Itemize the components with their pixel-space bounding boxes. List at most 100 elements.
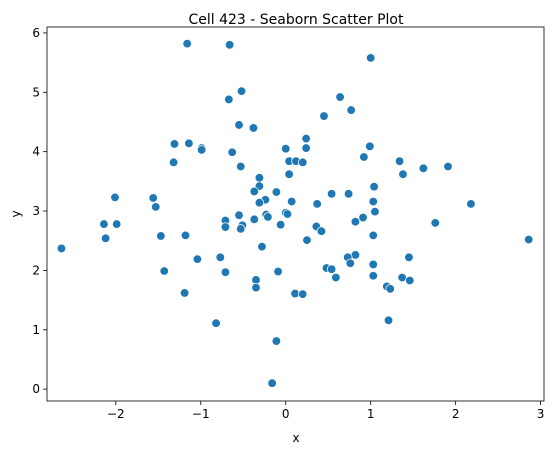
scatter-point <box>224 40 235 50</box>
scatter-point <box>394 156 405 166</box>
scatter-point <box>345 258 355 268</box>
scatter-point <box>236 224 246 234</box>
scatter-point <box>148 193 158 203</box>
scatter-point <box>251 282 261 293</box>
y-tick-label: 5 <box>32 85 40 99</box>
scatter-point <box>524 234 534 245</box>
scatter-point <box>180 230 191 241</box>
scatter-point <box>366 53 376 63</box>
scatter-point <box>196 145 207 155</box>
scatter-point <box>301 133 311 144</box>
scatter-point <box>271 336 282 346</box>
scatter-point <box>263 212 273 222</box>
scatter-point <box>192 254 203 264</box>
scatter-point <box>220 222 231 232</box>
scatter-point <box>151 202 161 212</box>
scatter-point <box>405 275 415 286</box>
x-tick-label: 2 <box>452 407 460 421</box>
scatter-point <box>168 157 179 168</box>
scatter-point <box>99 219 109 229</box>
y-axis-label: y <box>9 210 23 217</box>
scatter-point <box>368 196 378 207</box>
scatter-point <box>335 92 345 102</box>
y-tick-label: 0 <box>32 382 40 396</box>
scatter-point <box>343 189 354 199</box>
scatter-point <box>234 120 244 130</box>
scatter-point <box>254 173 265 183</box>
scatter-point <box>282 209 293 219</box>
x-tick-label: 3 <box>537 407 545 421</box>
scatter-point <box>358 212 368 223</box>
scatter-point <box>319 111 329 121</box>
scatter-point <box>365 141 375 151</box>
scatter-point <box>350 217 361 227</box>
scatter-point <box>368 271 378 281</box>
scatter-point <box>156 231 166 241</box>
scatter-point <box>316 226 327 236</box>
scatter-point <box>369 182 379 192</box>
y-tick-label: 6 <box>32 26 40 40</box>
scatter-point <box>56 243 67 254</box>
scatter-point <box>385 284 395 294</box>
scatter-point <box>211 318 221 328</box>
scatter-point <box>443 161 453 172</box>
scatter-point <box>368 259 378 270</box>
y-tick-label: 4 <box>32 145 40 159</box>
scatter-point <box>227 147 237 157</box>
scatter-point <box>301 143 311 153</box>
scatter-point <box>267 378 277 388</box>
x-axis: −2 −1 0 1 2 3 <box>107 401 544 421</box>
scatter-point <box>182 38 192 49</box>
scatter-point <box>179 288 190 298</box>
scatter-point <box>111 219 122 229</box>
x-tick-label: 0 <box>282 407 290 421</box>
scatter-point <box>251 275 261 285</box>
scatter-point <box>430 218 440 228</box>
scatter-point <box>249 186 259 197</box>
y-axis: 0 1 2 3 4 5 6 <box>32 26 47 396</box>
scatter-point <box>169 139 180 149</box>
scatter-point <box>383 315 394 325</box>
scatter-point <box>215 252 225 263</box>
x-axis-label: x <box>292 431 299 445</box>
x-tick-label: −2 <box>107 407 125 421</box>
scatter-point <box>326 264 337 274</box>
scatter-point <box>100 233 111 244</box>
scatter-point <box>350 250 361 260</box>
scatter-point <box>281 144 291 154</box>
y-tick-label: 3 <box>32 204 40 218</box>
scatter-point <box>224 94 234 105</box>
scatter-point <box>346 105 356 115</box>
scatter-point <box>370 206 380 217</box>
scatter-point <box>248 123 259 133</box>
scatter-point <box>273 266 283 277</box>
plot-frame <box>46 26 545 402</box>
scatter-point <box>220 267 231 277</box>
scatter-point <box>257 241 267 252</box>
scatter-point <box>284 169 294 179</box>
scatter-point <box>298 289 308 299</box>
x-tick-label: −1 <box>192 407 210 421</box>
scatter-point <box>254 198 265 208</box>
scatter-point <box>302 235 312 245</box>
scatter-point <box>271 187 282 197</box>
scatter-point <box>275 220 286 230</box>
scatter-point <box>184 138 194 149</box>
scatter-point <box>236 86 247 96</box>
scatter-point <box>331 272 341 283</box>
y-tick-label: 1 <box>32 323 40 337</box>
scatter-point <box>234 210 244 220</box>
scatter-point <box>298 157 308 168</box>
chart-title: Cell 423 - Seaborn Scatter Plot <box>188 12 404 28</box>
scatter-point <box>404 252 414 263</box>
data-points <box>56 38 534 388</box>
scatter-point <box>110 192 120 203</box>
scatter-point <box>418 163 429 173</box>
scatter-point <box>398 169 408 179</box>
scatter-point <box>236 161 246 172</box>
scatter-point <box>249 214 259 225</box>
scatter-point <box>159 266 169 276</box>
scatter-point <box>368 230 378 241</box>
y-tick-label: 2 <box>32 263 40 277</box>
